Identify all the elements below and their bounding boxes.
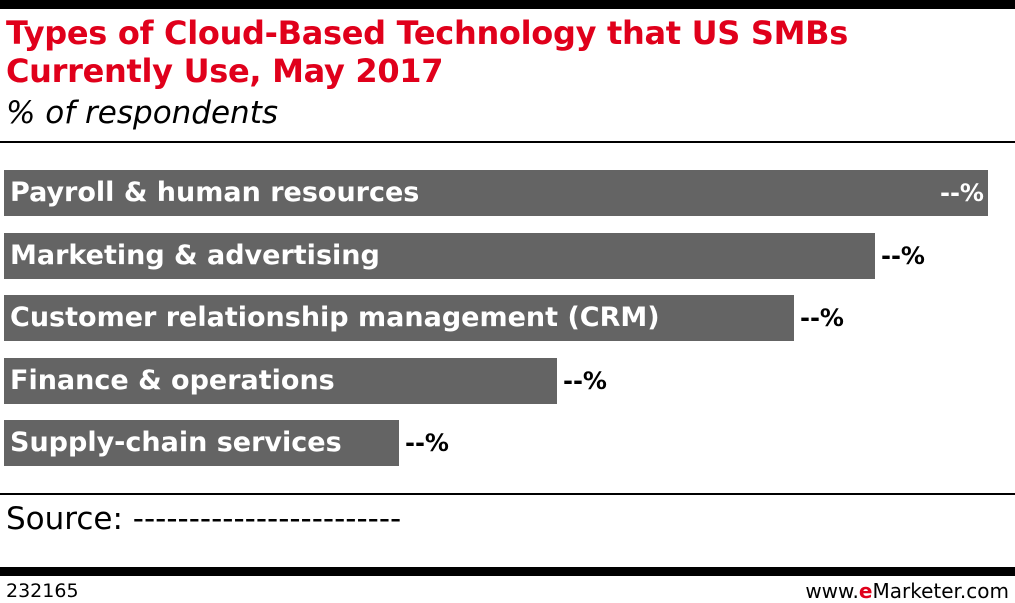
top-rule [0, 0, 1015, 9]
bar [4, 233, 875, 279]
brand-suffix: Marketer.com [872, 579, 1009, 603]
bottom-rule [0, 567, 1015, 576]
bar [4, 358, 557, 404]
brand-accent: e [858, 579, 873, 603]
bar [4, 295, 794, 341]
bar-label: Customer relationship management (CRM) [10, 302, 660, 333]
bar-value-label: --% [940, 179, 984, 207]
bar [4, 420, 399, 466]
brand-prefix: www. [805, 579, 859, 603]
bar-value-label: --% [563, 367, 607, 395]
source-note: Source: ------------------------ [6, 501, 402, 537]
chart-id: 232165 [6, 580, 79, 602]
subtitle-divider [0, 141, 1015, 143]
bar-value-label: --% [881, 242, 925, 270]
bar-value-label: --% [800, 304, 844, 332]
bar-chart: Payroll & human resources --% Marketing & … [0, 160, 1015, 480]
bar-label: Finance & operations [10, 365, 335, 396]
bar-label: Marketing & advertising [10, 240, 380, 271]
brand-link[interactable]: www.eMarketer.com [805, 580, 1009, 602]
chart-title: Types of Cloud-Based Technology that US … [6, 14, 848, 90]
source-divider [0, 493, 1015, 495]
bar [4, 170, 988, 216]
bar-label: Payroll & human resources [10, 177, 420, 208]
bar-label: Supply-chain services [10, 427, 342, 458]
bar-value-label: --% [405, 429, 449, 457]
chart-subtitle: % of respondents [6, 95, 279, 131]
